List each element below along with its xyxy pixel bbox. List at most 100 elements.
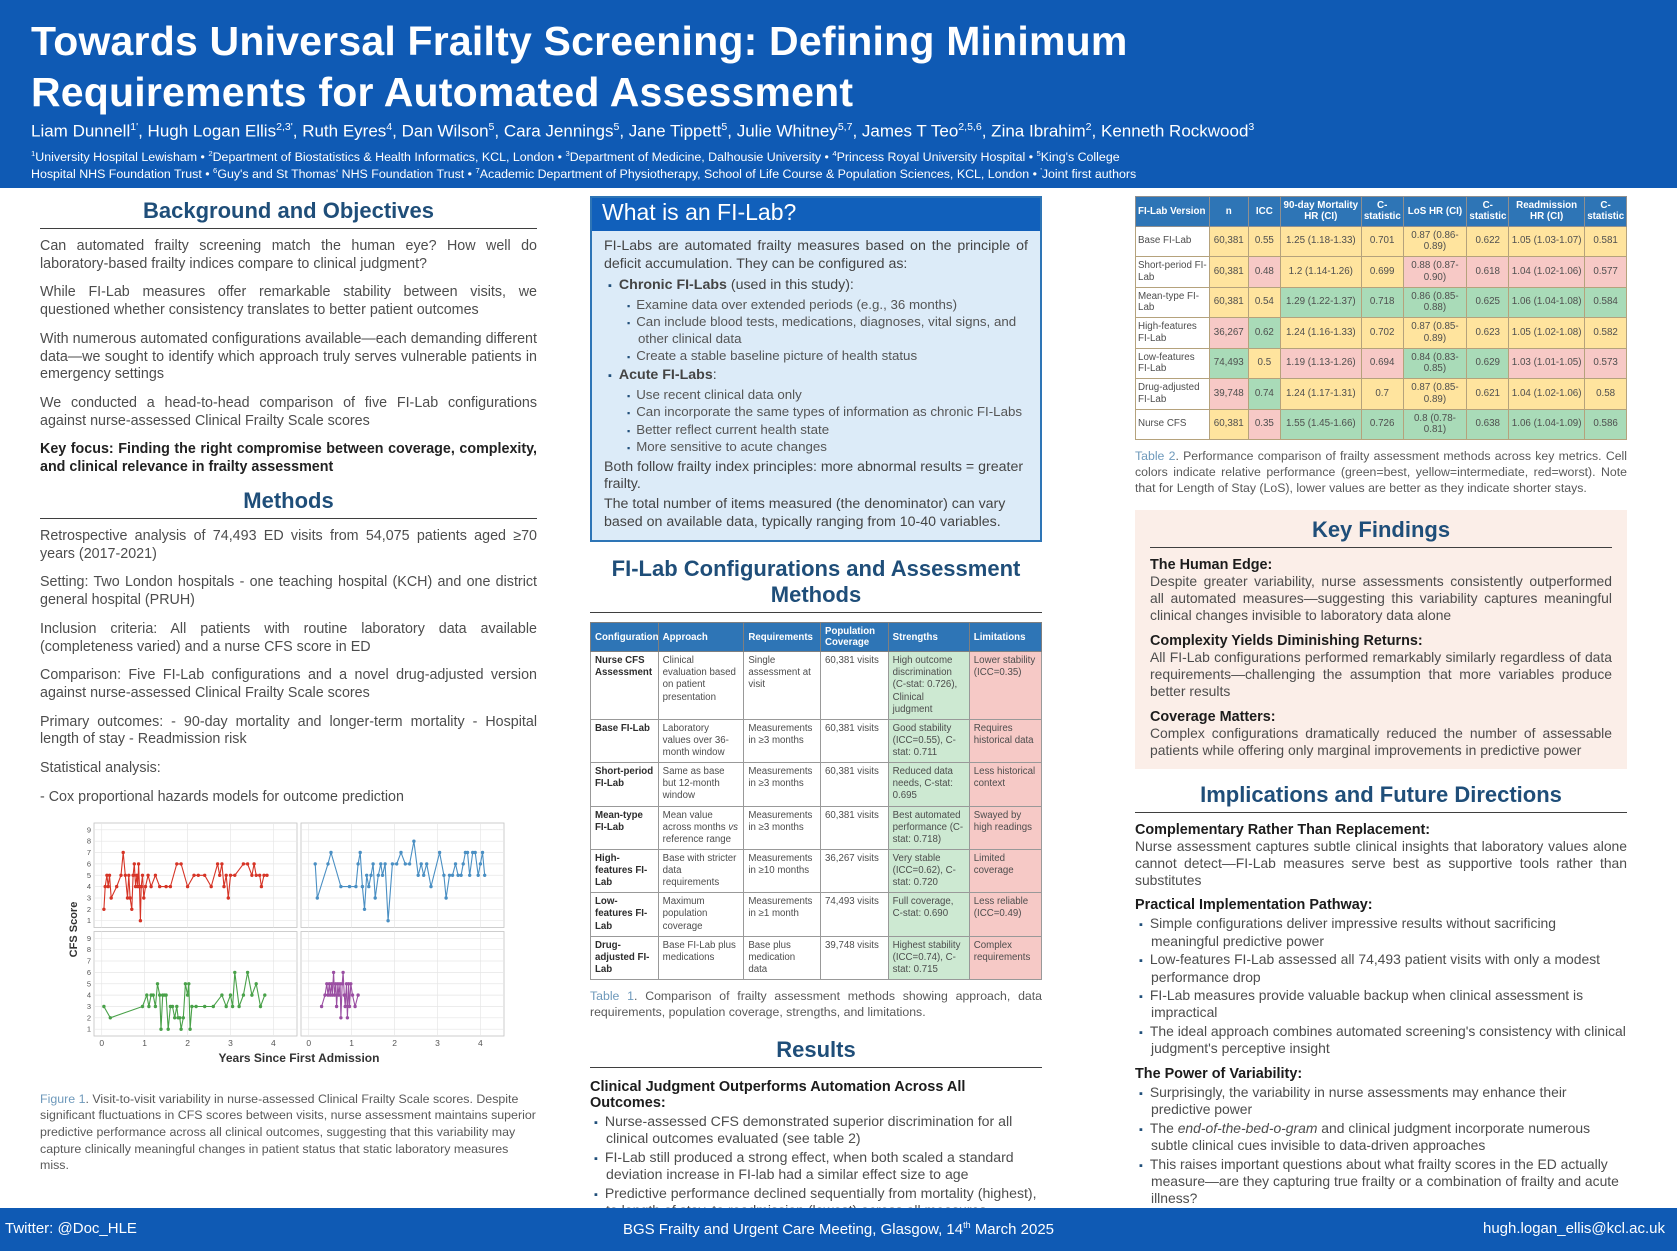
svg-text:7: 7 <box>87 848 91 857</box>
configurations-table: Configuration Approach Requirements Populat… <box>590 622 1043 981</box>
implications-bullet: Simple configurations deliver impressive… <box>1150 915 1627 949</box>
table-cell: Base FI-Lab <box>1135 225 1210 258</box>
implications-blocks: Complementary Rather Than Replacement: Nu… <box>1135 822 1627 1251</box>
table-cell: Complex requirements <box>968 935 1043 981</box>
cfs-variability-figure: 1 2 3 4 5 6 7 8 9 1 2 3 4 5 6 7 8 9 0 1 2 3 4 0 1 2 3 4 CFS Score Yea… <box>68 818 537 1075</box>
methods-paragraph: Statistical analysis: <box>40 760 161 777</box>
fi-lab-type-item: Acute FI-Labs: <box>619 367 1028 384</box>
table-cell: 1.2 (1.14-1.26) <box>1279 256 1362 288</box>
column-header: ICC <box>1247 196 1281 227</box>
fi-lab-feature-item: Use recent clinical data only <box>636 387 1028 403</box>
column-header: Approach <box>657 622 745 653</box>
table-row: High-features FI-Lab 36,267 0.62 1.24 (1.16… <box>1135 317 1627 349</box>
svg-text:1: 1 <box>142 1038 147 1048</box>
svg-text:4: 4 <box>87 882 91 891</box>
svg-text:9: 9 <box>87 825 91 834</box>
table-cell: Base FI-Lab plus medications <box>657 935 745 981</box>
column-header: n <box>1208 196 1249 227</box>
implications-bullet: Low-features FI-Lab assessed all 74,493 … <box>1150 951 1627 985</box>
methods-paragraph: Retrospective analysis of 74,493 ED visi… <box>40 527 537 562</box>
table-cell: Swayed by high readings <box>968 805 1043 850</box>
implications-block-title: Practical Implementation Pathway: <box>1135 897 1373 914</box>
table-cell: 0.573 <box>1584 347 1627 380</box>
table-cell: Measurements in ≥10 months <box>743 848 821 894</box>
key-finding-title: The Human Edge: <box>1150 556 1273 573</box>
fi-lab-intro: FI-Labs are automated frailty measures b… <box>604 238 1028 272</box>
fi-lab-feature-item: Can incorporate the same types of inform… <box>636 404 1028 420</box>
table-row: Low-features FI-Lab Maximum population co… <box>590 892 1043 937</box>
key-finding-title: Coverage Matters: <box>1150 708 1276 725</box>
table-cell: 0.62 <box>1247 317 1281 349</box>
svg-text:1: 1 <box>87 916 91 925</box>
fi-lab-feature-item: Can include blood tests, medications, di… <box>636 314 1028 347</box>
table-row: Drug-adjusted FI-Lab 39,748 0.74 1.24 (1.17… <box>1135 378 1627 410</box>
key-finding-title: Complexity Yields Diminishing Returns: <box>1150 632 1423 649</box>
title-line-1: Towards Universal Frailty Screening: Def… <box>31 18 1128 64</box>
table-cell: 0.35 <box>1247 408 1281 441</box>
column-header: C-statistic <box>1466 196 1510 227</box>
table-cell: 39,748 <box>1208 378 1249 410</box>
table-cell: 0.621 <box>1466 378 1510 410</box>
table-cell: 74,493 <box>1208 347 1249 380</box>
table-caption-label: Table 2 <box>1135 449 1176 464</box>
table-cell: 0.638 <box>1466 408 1510 441</box>
authors-line: Liam Dunnell1', Hugh Logan Ellis2,3', Ru… <box>31 121 1255 141</box>
table-cell: Short-period FI-Lab <box>1135 256 1210 288</box>
table-cell: 0.726 <box>1360 408 1404 441</box>
implications-block: Practical Implementation Pathway:Simple … <box>1135 897 1627 1057</box>
methods-paragraph: - Cox proportional hazards models for ou… <box>40 788 404 805</box>
svg-text:1: 1 <box>87 1024 91 1033</box>
key-finding-text: Despite greater variability, nurse asses… <box>1150 572 1612 623</box>
table-cell: Measurements in ≥3 months <box>743 762 821 807</box>
key-finding-text: All FI-Lab configurations performed rema… <box>1150 648 1612 699</box>
table-cell: 1.04 (1.02-1.06) <box>1508 256 1586 288</box>
table-cell: Reduced data needs, C-stat: 0.695 <box>887 762 970 807</box>
svg-text:6: 6 <box>87 859 91 868</box>
table-cell: Requires historical data <box>968 718 1043 764</box>
heading-rule <box>40 517 537 519</box>
table-cell: 0.623 <box>1466 317 1510 349</box>
svg-text:7: 7 <box>87 956 91 965</box>
table-row: Mean-type FI-Lab 60,381 0.54 1.29 (1.22-1.3… <box>1135 286 1627 319</box>
svg-text:3: 3 <box>87 893 91 902</box>
implications-block-text: Nurse assessment captures subtle clinica… <box>1135 837 1627 888</box>
methods-paragraph: Primary outcomes: - 90-day mortality and… <box>40 713 537 748</box>
svg-text:0: 0 <box>99 1038 104 1048</box>
table-cell: Measurements in ≥3 months <box>743 805 821 850</box>
table-cell: Full coverage, C-stat: 0.690 <box>887 892 970 937</box>
table-cell: 1.06 (1.04-1.09) <box>1508 408 1586 441</box>
table-cell: 60,381 visits <box>819 718 889 764</box>
table-cell: 0.718 <box>1360 286 1404 319</box>
header: Towards Universal Frailty Screening: Def… <box>0 0 1677 188</box>
table-row: Nurse CFS Assessment Clinical evaluation … <box>590 651 1043 720</box>
right-column: FI-Lab Version n ICC 90-day Mortality HR (C… <box>1135 196 1627 1251</box>
table-cell: 0.84 (0.83-0.85) <box>1402 347 1468 380</box>
heading-rule <box>590 1067 1042 1068</box>
table-cell: 0.48 <box>1247 256 1281 288</box>
fi-lab-outro-1: Both follow frailty index principles: mo… <box>604 458 1024 493</box>
fi-lab-feature-item: More sensitive to acute changes <box>636 439 1028 455</box>
implications-bullet: The end-of-the-bed-o-gram and clinical j… <box>1150 1120 1627 1154</box>
footer-conference: BGS Frailty and Urgent Care Meeting, Gla… <box>622 1220 1055 1238</box>
y-axis-label: CFS Score <box>68 901 80 957</box>
table-cell: Short-period FI-Lab <box>590 762 659 807</box>
fi-lab-feature-item: Better reflect current health state <box>636 422 1028 438</box>
left-column: Background and Objectives Can automated … <box>40 196 537 1174</box>
table-cell: 0.74 <box>1247 378 1281 410</box>
middle-column: What is an FI-Lab? FI-Labs are automated… <box>590 196 1042 1251</box>
heading-rule <box>40 228 537 229</box>
figure-panel: 1 2 3 4 5 6 7 8 9 <box>87 822 298 928</box>
table-cell: 0.582 <box>1584 317 1627 349</box>
section-heading-results: Results <box>776 1037 856 1062</box>
implications-section: Implications and Future Directions Compl… <box>1135 782 1627 1251</box>
table-cell: Best automated performance (C-stat: 0.71… <box>887 805 970 850</box>
footer: Twitter: @Doc_HLE BGS Frailty and Urgent… <box>0 1208 1677 1251</box>
table-cell: 0.58 <box>1584 378 1627 410</box>
table-cell: 1.55 (1.45-1.66) <box>1279 408 1362 441</box>
methods-paragraph: Setting: Two London hospitals - one teac… <box>40 574 537 609</box>
table-row: Mean-type FI-Lab Mean value across months… <box>590 805 1043 850</box>
table-cell: 39,748 visits <box>819 935 889 981</box>
